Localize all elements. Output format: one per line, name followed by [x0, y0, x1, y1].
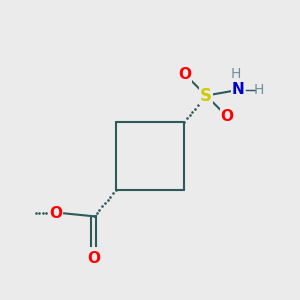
- Text: H: H: [254, 83, 264, 97]
- Text: O: O: [87, 251, 100, 266]
- Text: O: O: [50, 206, 63, 221]
- Text: N: N: [232, 82, 245, 98]
- Text: H: H: [230, 67, 241, 81]
- Text: S: S: [200, 87, 212, 105]
- Text: O: O: [178, 67, 192, 82]
- Text: O: O: [221, 109, 234, 124]
